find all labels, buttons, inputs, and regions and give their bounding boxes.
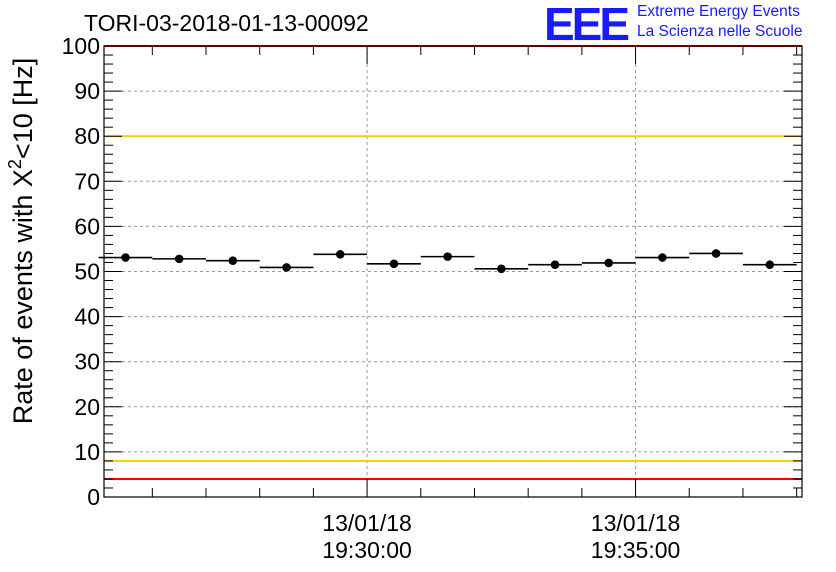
- data-point: [282, 263, 291, 272]
- data-point: [443, 252, 452, 261]
- y-tick-label: 30: [74, 349, 100, 375]
- y-tick-label: 80: [74, 123, 100, 149]
- data-point: [497, 264, 506, 274]
- logo-subtitle-line2: La Scienza nelle Scuole: [637, 23, 803, 40]
- data-point: [174, 254, 184, 264]
- data-point: [335, 250, 345, 259]
- reference-lines: [104, 45, 802, 480]
- y-axis-label-tail: <10 [Hz]: [8, 58, 38, 159]
- axes: 010203040506070809010013/01/1819:30:0013…: [62, 33, 803, 563]
- y-axis-label: Rate of events with X2<10 [Hz]: [5, 58, 38, 424]
- y-tick-label: 40: [74, 304, 100, 330]
- y-tick-label: 90: [74, 78, 100, 104]
- x-tick-label-time: 19:35:00: [591, 537, 681, 563]
- y-axis-label-main: Rate of events with X: [8, 169, 38, 424]
- data-point: [604, 258, 614, 268]
- data-points: [98, 249, 797, 274]
- x-tick-label-date: 13/01/18: [591, 510, 681, 536]
- y-tick-label: 100: [62, 33, 100, 59]
- data-point: [550, 260, 560, 270]
- y-tick-label: 20: [74, 394, 100, 420]
- logo-subtitle-line1: Extreme Energy Events: [637, 3, 800, 20]
- eee-logo: EEE: [544, 0, 630, 50]
- svg-text:Rate of events with X2<10 [Hz]: Rate of events with X2<10 [Hz]: [5, 58, 38, 424]
- data-point: [389, 259, 399, 269]
- y-tick-label: 10: [74, 439, 100, 465]
- data-point: [765, 260, 775, 270]
- y-tick-label: 0: [87, 484, 100, 510]
- x-tick-label-time: 19:30:00: [322, 537, 412, 563]
- data-point: [228, 256, 238, 265]
- y-axis-label-sup: 2: [5, 159, 25, 169]
- x-tick-label-date: 13/01/18: [322, 510, 412, 536]
- chart-title: TORI-03-2018-01-13-00092: [84, 10, 369, 36]
- grid-lines: [104, 46, 802, 497]
- y-tick-label: 60: [74, 213, 100, 239]
- y-tick-label: 70: [74, 168, 100, 194]
- data-point: [658, 253, 667, 262]
- data-point: [711, 249, 721, 258]
- data-point: [121, 253, 130, 262]
- y-tick-label: 50: [74, 259, 100, 285]
